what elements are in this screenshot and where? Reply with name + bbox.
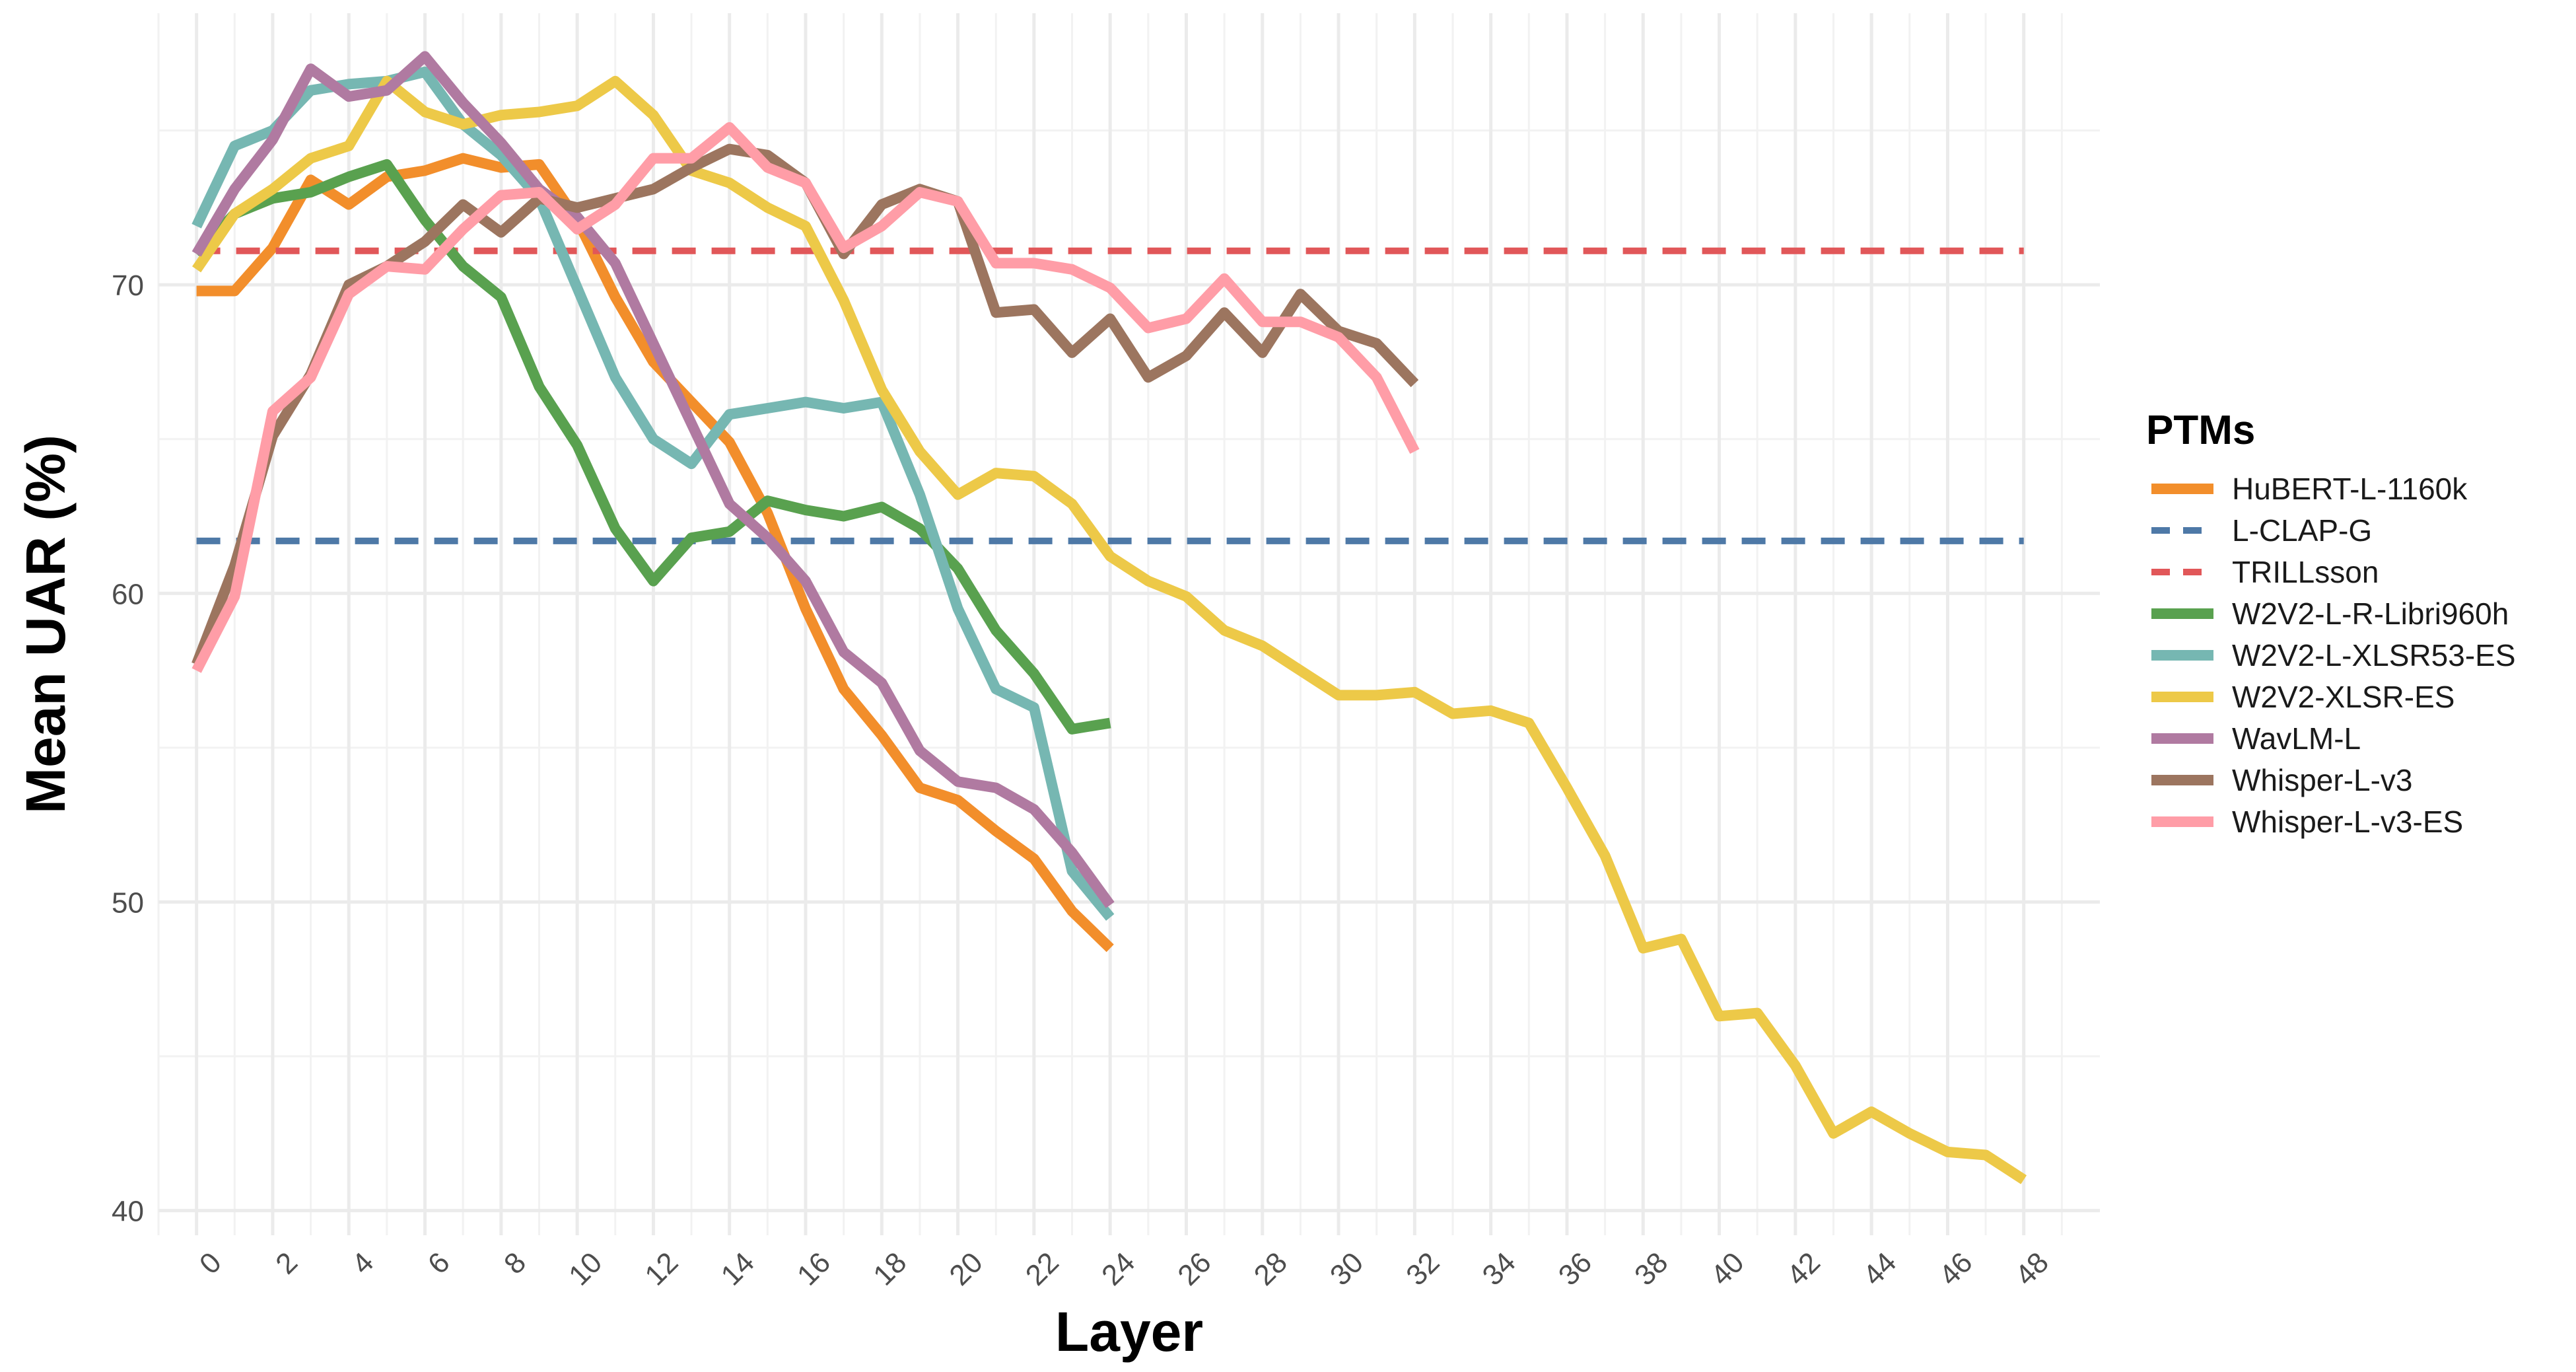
x-tick-label: 16 (791, 1246, 837, 1291)
y-axis-tick-labels: 40 50 60 70 (112, 270, 144, 1228)
y-tick-label: 70 (112, 270, 144, 302)
y-tick-label: 60 (112, 578, 144, 610)
x-tick-label: 44 (1857, 1246, 1902, 1291)
legend-items: HuBERT-L-1160k L-CLAP-G TRILLsson W2V2-L-R-… (2151, 472, 2516, 839)
y-tick-label: 50 (112, 886, 144, 919)
legend-label-hubert-l-1160k: HuBERT-L-1160k (2232, 472, 2468, 506)
grid-minor (157, 13, 2100, 1235)
x-tick-label: 2 (269, 1246, 304, 1280)
y-tick-label: 40 (112, 1196, 144, 1228)
x-tick-label: 42 (1781, 1246, 1827, 1291)
x-tick-label: 20 (943, 1246, 989, 1291)
series-layer (191, 51, 2027, 1184)
legend-title: PTMs (2146, 408, 2255, 453)
x-tick-label: 6 (422, 1246, 456, 1280)
x-tick-label: 14 (715, 1246, 761, 1291)
legend: PTMs HuBERT-L-1160k L-CLAP-G TRILLsson W2V2… (2146, 408, 2516, 839)
x-tick-label: 18 (867, 1246, 913, 1291)
legend-label-whisper-l-v3: Whisper-L-v3 (2232, 763, 2413, 797)
x-tick-label: 34 (1477, 1246, 1522, 1291)
x-tick-label: 22 (1020, 1246, 1065, 1291)
x-tick-label: 36 (1552, 1246, 1598, 1291)
x-tick-label: 38 (1628, 1246, 1674, 1291)
legend-label-trillsson: TRILLsson (2232, 555, 2379, 589)
series-line-hubert-l-1160k (196, 153, 1114, 953)
legend-label-l-clap-g: L-CLAP-G (2232, 513, 2372, 548)
x-tick-label: 0 (193, 1246, 228, 1280)
x-tick-label: 12 (639, 1246, 684, 1291)
legend-label-wavlm-l: WavLM-L (2232, 721, 2361, 756)
x-tick-label: 26 (1171, 1246, 1217, 1291)
grid-major (158, 13, 2100, 1235)
x-tick-label: 48 (2009, 1246, 2055, 1291)
series-line-w2v2-l-xlsr53-es (191, 66, 1115, 921)
x-tick-label: 32 (1400, 1246, 1445, 1291)
series-line-w2v2-l-r-libri960h (192, 159, 1111, 735)
x-tick-label: 28 (1248, 1246, 1294, 1291)
series-line-whisper-l-v3-es (191, 122, 1420, 673)
x-tick-label: 30 (1324, 1246, 1370, 1291)
y-axis-title: Mean UAR (%) (15, 435, 77, 814)
x-tick-label: 24 (1096, 1246, 1141, 1291)
series-line-w2v2-xlsr-es (192, 75, 2027, 1184)
x-tick-label: 8 (498, 1246, 532, 1280)
x-axis-title: Layer (1055, 1301, 1203, 1363)
x-axis-tick-labels: 0 2 4 6 8 10 12 14 16 18 20 22 24 26 28 30 32 34 36 38 40 42 4… (193, 1246, 2055, 1291)
x-tick-label: 4 (345, 1246, 380, 1280)
x-tick-label: 10 (563, 1246, 608, 1291)
legend-label-w2v2-xlsr-es: W2V2-XLSR-ES (2232, 680, 2454, 714)
legend-label-w2v2-l-r-libri960h: W2V2-L-R-Libri960h (2232, 596, 2509, 631)
x-tick-label: 40 (1704, 1246, 1750, 1291)
legend-label-w2v2-l-xlsr53-es: W2V2-L-XLSR53-ES (2232, 638, 2516, 672)
x-tick-label: 46 (1933, 1246, 1978, 1291)
series-line-wavlm-l (191, 51, 1115, 908)
legend-label-whisper-l-v3-es: Whisper-L-v3-ES (2232, 805, 2463, 839)
